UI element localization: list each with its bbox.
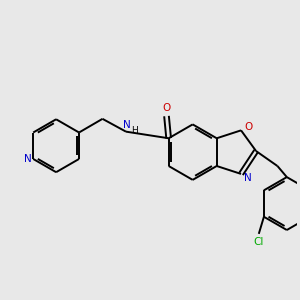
Text: N: N bbox=[123, 120, 131, 130]
Text: Cl: Cl bbox=[254, 237, 264, 248]
Text: N: N bbox=[24, 154, 32, 164]
Text: H: H bbox=[132, 126, 138, 135]
Text: O: O bbox=[244, 122, 252, 132]
Text: O: O bbox=[162, 103, 171, 113]
Text: N: N bbox=[244, 173, 252, 183]
